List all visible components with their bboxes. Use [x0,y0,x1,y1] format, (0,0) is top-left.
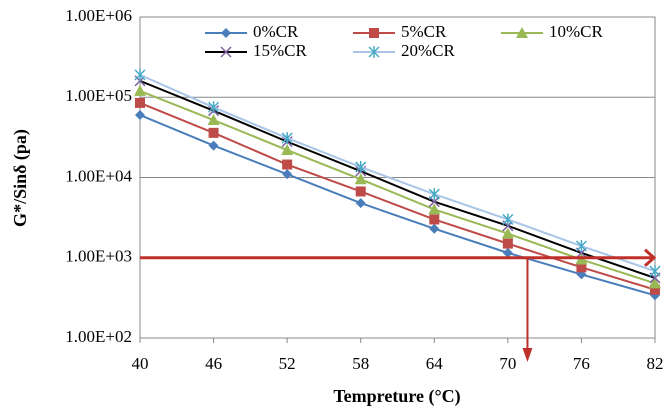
data-point [134,84,146,96]
legend-label: 0%CR [253,22,299,41]
data-point [429,223,440,234]
legend-label: 10%CR [549,22,604,41]
x-tick-label: 46 [205,354,222,373]
series-line [139,101,656,291]
data-point [135,97,145,108]
data-point [650,284,660,295]
series-line [139,114,656,297]
data-point [134,68,146,81]
data-point [502,247,513,258]
data-point [355,186,366,197]
legend-marker [516,27,528,38]
x-tick-label: 82 [647,354,664,373]
y-tick-label: 1.00E+04 [65,166,132,185]
data-point [281,132,293,145]
legend-marker [368,46,380,58]
y-tick-label: 1.00E+06 [65,6,132,25]
legend-marker [220,46,232,58]
data-point [428,188,440,201]
x-axis-title: Tempreture (°C) [333,386,460,407]
legend-marker [369,28,379,38]
x-tick-label: 58 [352,354,369,373]
x-tick-label: 52 [279,354,296,373]
data-point [649,265,661,278]
data-point [208,127,219,138]
data-point [576,262,587,273]
series-line [139,73,656,273]
data-point [428,203,441,215]
x-tick-label: 40 [132,354,149,373]
y-tick-label: 1.00E+03 [65,247,132,266]
data-point [429,214,440,225]
legend-label: 15%CR [253,41,308,60]
arrow-head [644,248,657,267]
x-tick-label: 64 [426,354,444,373]
legend-label: 5%CR [401,22,447,41]
y-tick-label: 1.00E+02 [65,327,132,346]
data-point [502,213,514,226]
data-point [135,110,145,121]
x-tick-label: 70 [499,354,516,373]
legend-label: 20%CR [401,41,456,60]
data-point [502,238,513,249]
arrow-head [522,348,533,362]
data-point [355,198,366,209]
x-tick-label: 76 [573,354,590,373]
y-axis-title: G*/Sinδ (pa) [10,129,31,227]
data-point [207,114,220,126]
data-point [575,240,587,253]
series-line [139,89,656,285]
y-tick-label: 1.00E+05 [65,86,132,105]
data-point [501,227,514,239]
data-point [355,161,367,174]
data-point [208,140,219,151]
data-point [281,144,294,156]
series-line [139,79,656,279]
data-point [354,173,367,185]
data-point [649,277,661,289]
legend-marker [221,28,231,38]
data-point [282,169,293,180]
data-point [208,101,220,114]
data-point [282,159,293,170]
